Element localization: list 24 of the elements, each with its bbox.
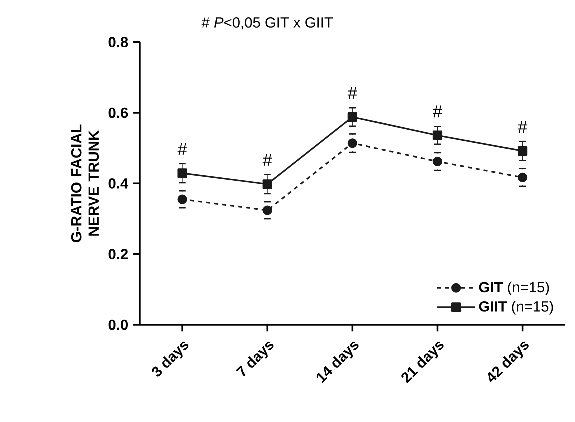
y-tick-label: 0.8: [108, 37, 128, 48]
point: [262, 180, 272, 190]
point: [432, 156, 443, 167]
y-tick-label: 0.2: [108, 249, 128, 260]
y-tick-label: 0.6: [108, 108, 128, 118]
point: [348, 138, 358, 148]
point: [178, 168, 188, 178]
point: [518, 172, 528, 182]
point: [262, 206, 272, 216]
legend-label: GIT (n=15): [479, 282, 550, 296]
annotation: #: [262, 154, 272, 166]
point: [348, 112, 358, 122]
point: [432, 130, 443, 140]
annotation: #: [348, 87, 358, 100]
point: [518, 146, 528, 156]
annotation: #: [518, 121, 528, 134]
y-tick-label: 0.0: [108, 320, 128, 330]
annotation: #: [432, 106, 442, 118]
y-axis-title: G-RATIO FACIAL NERVE TRUNK: [71, 124, 100, 242]
legend-label: GIIT (n=15): [479, 301, 554, 315]
chart-title: # P<0,05 GIT x GIIT: [202, 18, 334, 30]
point: [178, 194, 188, 204]
annotation: #: [178, 144, 188, 156]
y-tick-label: 0.4: [108, 178, 129, 189]
